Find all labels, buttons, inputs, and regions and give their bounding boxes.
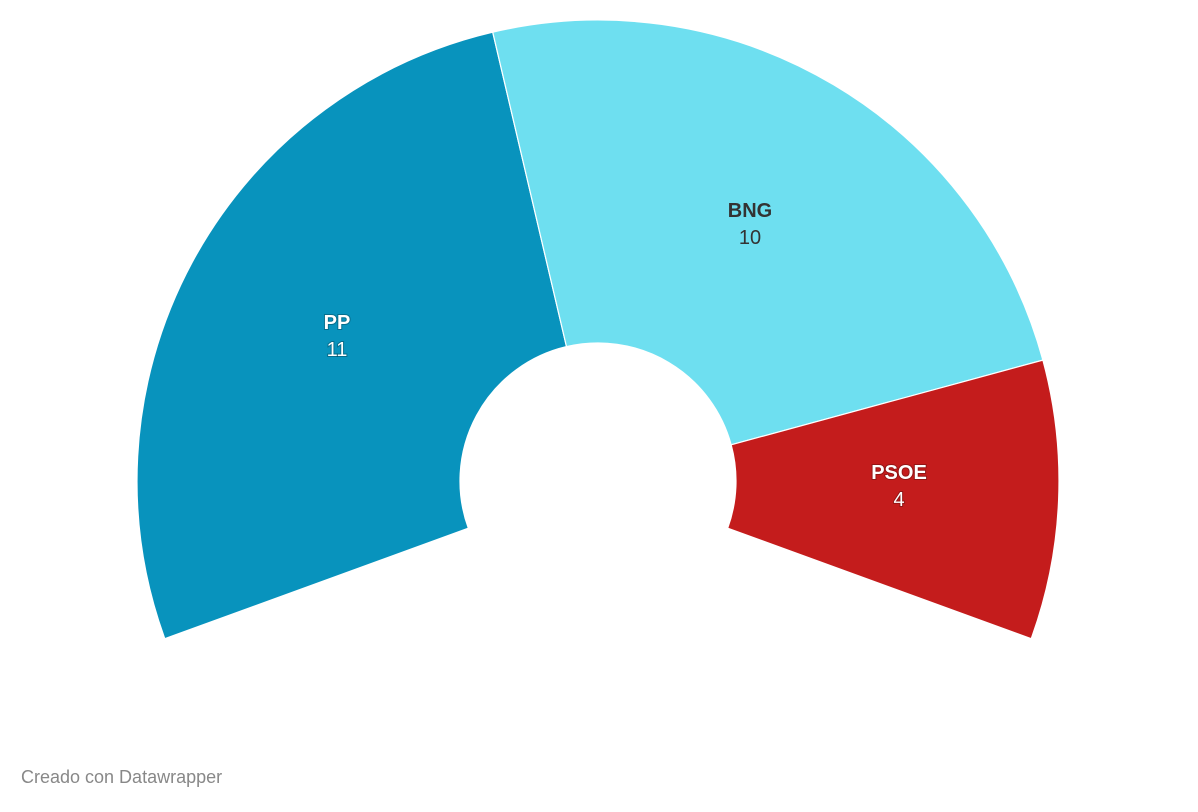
label-name-pp: PP xyxy=(324,312,351,334)
slice-label-pp: PP 11 xyxy=(323,311,352,362)
chart-slices xyxy=(136,19,1060,640)
slice-bng xyxy=(492,19,1044,446)
label-value-psoe: 4 xyxy=(893,489,904,511)
label-name-psoe: PSOE xyxy=(871,462,927,484)
slice-label-psoe: PSOE 4 xyxy=(870,461,928,512)
label-value-pp: 11 xyxy=(327,339,348,361)
slice-label-bng: BNG 10 xyxy=(728,200,772,249)
label-value-bng: 10 xyxy=(739,227,761,249)
datawrapper-credit: Creado con Datawrapper xyxy=(21,767,223,787)
slice-psoe xyxy=(726,359,1060,640)
slice-pp xyxy=(136,31,568,640)
label-name-bng: BNG xyxy=(728,200,772,222)
